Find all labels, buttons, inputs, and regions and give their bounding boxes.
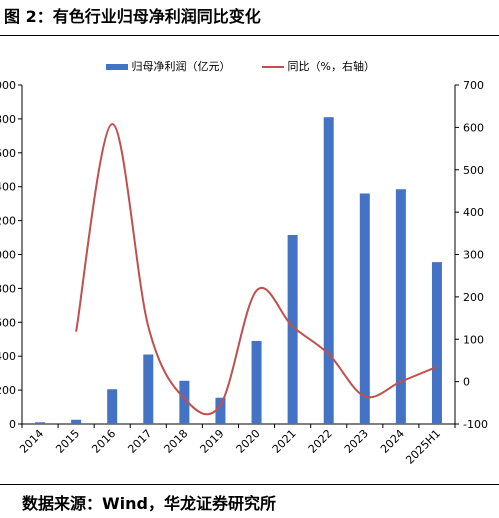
bar (107, 389, 118, 424)
y-right-tick-label: 500 (463, 164, 484, 177)
x-tick-label: 2018 (162, 427, 191, 456)
y-left-tick-label: 400 (0, 350, 16, 363)
y-left-tick-label: 1600 (0, 147, 16, 160)
legend-line-label: 同比（%，右轴） (287, 60, 375, 73)
y-left-tick-label: 800 (0, 282, 16, 295)
y-left-tick-label: 200 (0, 384, 16, 397)
y-left-tick-label: 2000 (0, 79, 16, 92)
y-right-tick-label: 400 (463, 206, 484, 219)
y-right-tick-label: 700 (463, 79, 484, 92)
bar (431, 262, 442, 424)
source-note: 数据来源：Wind，华龙证券研究所 (22, 494, 276, 513)
y-left-tick-label: 0 (9, 418, 16, 431)
y-right-tick-label: 0 (463, 376, 470, 389)
y-left-tick-label: 1400 (0, 181, 16, 194)
legend-item-line: 同比（%，右轴） (262, 58, 375, 74)
y-right-tick-label: -100 (463, 418, 488, 431)
x-tick-label: 2022 (306, 427, 335, 456)
x-tick-label: 2016 (89, 427, 118, 456)
yoy-series-line (75, 122, 438, 416)
title-rule (0, 35, 499, 36)
y-right-tick-label: 200 (463, 291, 484, 304)
x-tick-label: 2015 (53, 427, 82, 456)
chart-title: 图 2：有色行业归母净利润同比变化 (4, 7, 261, 26)
bar (71, 419, 82, 424)
legend-line-swatch (262, 66, 284, 68)
y-left-tick-label: 1800 (0, 113, 16, 126)
legend-bar-swatch (106, 64, 128, 70)
x-tick-label: 2017 (125, 427, 154, 456)
bar (323, 117, 334, 424)
bar (395, 189, 406, 424)
bar (215, 397, 226, 424)
bar (287, 235, 298, 424)
y-right-tick-label: 600 (463, 121, 484, 134)
bar (251, 340, 262, 424)
y-left-tick-label: 600 (0, 316, 16, 329)
x-tick-label: 2019 (198, 427, 227, 456)
x-tick-label: 2025H1 (403, 427, 443, 467)
bar (143, 354, 154, 424)
x-tick-label: 2014 (17, 427, 46, 456)
legend-item-bar: 归母净利润（亿元） (106, 58, 231, 74)
y-right-tick-label: 300 (463, 249, 484, 262)
source-rule (0, 484, 499, 485)
legend-bar-label: 归母净利润（亿元） (131, 60, 231, 73)
x-tick-label: 2020 (234, 427, 263, 456)
x-tick-label: 2021 (270, 427, 299, 456)
x-tick-label: 2024 (378, 427, 407, 456)
bar (179, 380, 190, 424)
y-right-tick-label: 100 (463, 333, 484, 346)
bar (359, 193, 370, 424)
y-left-tick-label: 1200 (0, 215, 16, 228)
x-tick-label: 2023 (342, 427, 371, 456)
bar (35, 422, 46, 424)
